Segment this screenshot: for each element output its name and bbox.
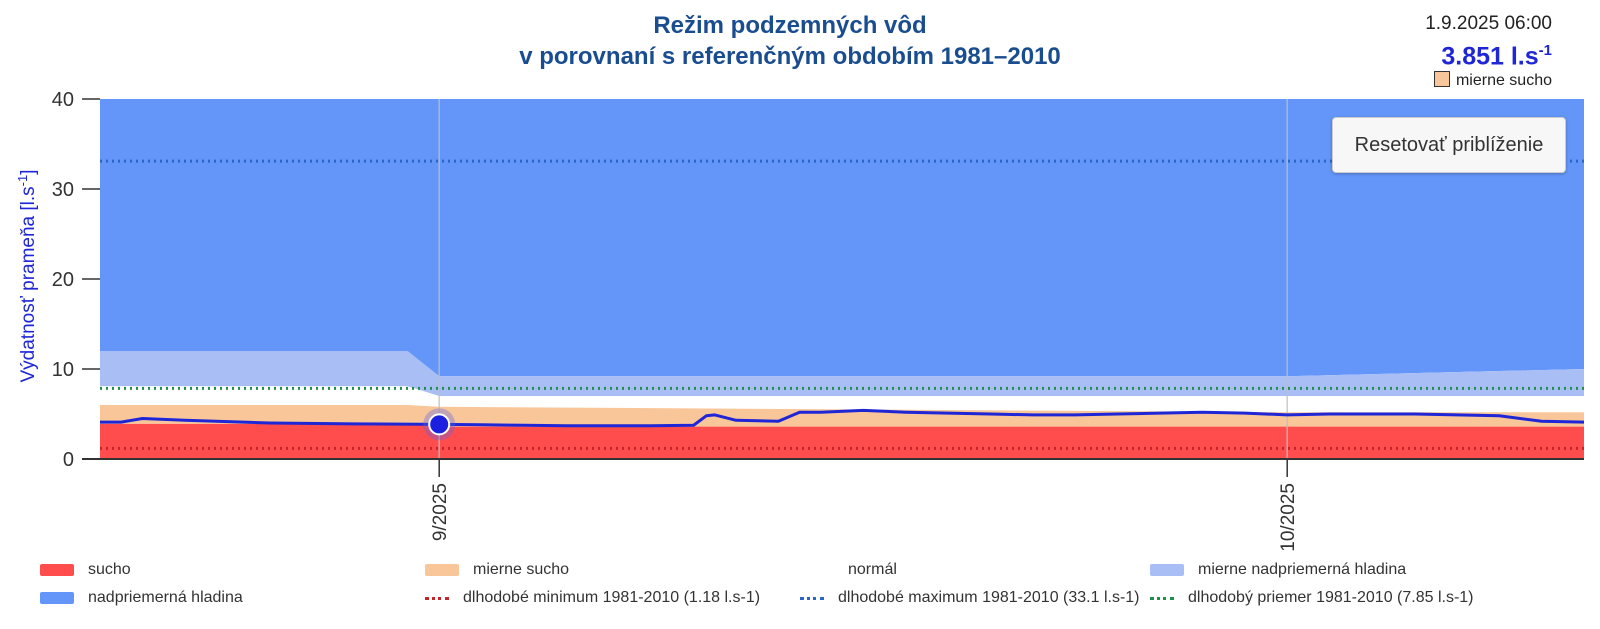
legend-item-nadpriemerna[interactable]: nadpriemerná hladina bbox=[40, 586, 243, 610]
legend-item-sucho[interactable]: sucho bbox=[40, 558, 131, 582]
axes: 0 10 20 30 40 9/2025 10/2025 bbox=[52, 89, 1584, 552]
highlight-marker-group bbox=[423, 408, 456, 441]
legend-swatch-nadpriemerna bbox=[40, 592, 74, 604]
band-nadpriemerna bbox=[100, 99, 1584, 377]
legend-item-mierne_nadpriemerna[interactable]: mierne nadpriemerná hladina bbox=[1150, 558, 1406, 582]
band-mierne-sucho bbox=[100, 405, 1584, 427]
legend-label: nadpriemerná hladina bbox=[88, 589, 243, 606]
chart-title-line1: Režim podzemných vôd bbox=[653, 12, 927, 39]
legend-label: mierne nadpriemerná hladina bbox=[1198, 561, 1407, 578]
legend-swatch-mierne_nadpriemerna bbox=[1150, 564, 1184, 576]
current-value-panel: 1.9.2025 06:00 3.851 l.s-1 mierne sucho bbox=[1425, 12, 1552, 91]
legend-swatch-mean bbox=[1150, 596, 1174, 600]
chart-title-line2: v porovnaní s referenčným obdobím 1981–2… bbox=[519, 43, 1061, 70]
x-tick-label: 9/2025 bbox=[430, 483, 451, 541]
chart-title: Režim podzemných vôd v porovnaní s refer… bbox=[390, 10, 1190, 72]
legend-label: mierne sucho bbox=[473, 561, 570, 578]
legend-label: normál bbox=[848, 561, 897, 578]
current-value: 3.851 l.s-1 bbox=[1425, 36, 1552, 71]
legend: sucho mierne sucho normál mierne nadpriemer… bbox=[0, 558, 1600, 618]
highlight-marker bbox=[428, 413, 451, 436]
current-value-unit-sup: -1 bbox=[1538, 42, 1552, 59]
band-areas bbox=[100, 99, 1584, 459]
legend-swatch-sucho bbox=[40, 564, 74, 576]
x-tick-label: 10/2025 bbox=[1278, 483, 1299, 552]
legend-item-normal[interactable]: normál bbox=[800, 558, 897, 582]
legend-swatch-min bbox=[425, 596, 449, 600]
legend-swatch-mierne_sucho bbox=[425, 564, 459, 576]
status-swatch bbox=[1433, 71, 1450, 88]
legend-label: dlhodobé minimum 1981-2010 (1.18 l.s-1) bbox=[463, 589, 761, 606]
current-status: mierne sucho bbox=[1425, 71, 1552, 91]
y-axis-label: Výdatnosť prameňa [l.s-1] bbox=[15, 169, 39, 382]
band-sucho bbox=[100, 423, 1584, 459]
legend-label: dlhodobé maximum 1981-2010 (33.1 l.s-1) bbox=[838, 589, 1140, 606]
band-mierne-nadpriemerna bbox=[100, 351, 1584, 396]
y-tick-label: 20 bbox=[52, 269, 74, 291]
grid-lines bbox=[438, 99, 1288, 459]
y-tick-label: 40 bbox=[52, 89, 74, 111]
y-tick-label: 30 bbox=[52, 179, 74, 201]
legend-label: sucho bbox=[88, 561, 131, 578]
legend-swatch-max bbox=[800, 596, 824, 600]
y-axis-label-sup: -1 bbox=[15, 175, 30, 187]
reset-zoom-button[interactable]: Resetovať priblíženie bbox=[1332, 117, 1566, 173]
y-tick-label: 10 bbox=[52, 359, 74, 381]
current-datetime: 1.9.2025 06:00 bbox=[1425, 13, 1552, 34]
legend-item-max[interactable]: dlhodobé maximum 1981-2010 (33.1 l.s-1) bbox=[800, 586, 1140, 610]
legend-item-min[interactable]: dlhodobé minimum 1981-2010 (1.18 l.s-1) bbox=[425, 586, 760, 610]
current-value-number: 3.851 l.s bbox=[1441, 42, 1539, 71]
legend-item-mierne_sucho[interactable]: mierne sucho bbox=[425, 558, 569, 582]
legend-item-mean[interactable]: dlhodobý priemer 1981-2010 (7.85 l.s-1) bbox=[1150, 586, 1474, 610]
y-tick-label: 0 bbox=[63, 449, 74, 471]
current-status-label: mierne sucho bbox=[1455, 72, 1552, 90]
legend-label: dlhodobý priemer 1981-2010 (7.85 l.s-1) bbox=[1188, 589, 1474, 606]
